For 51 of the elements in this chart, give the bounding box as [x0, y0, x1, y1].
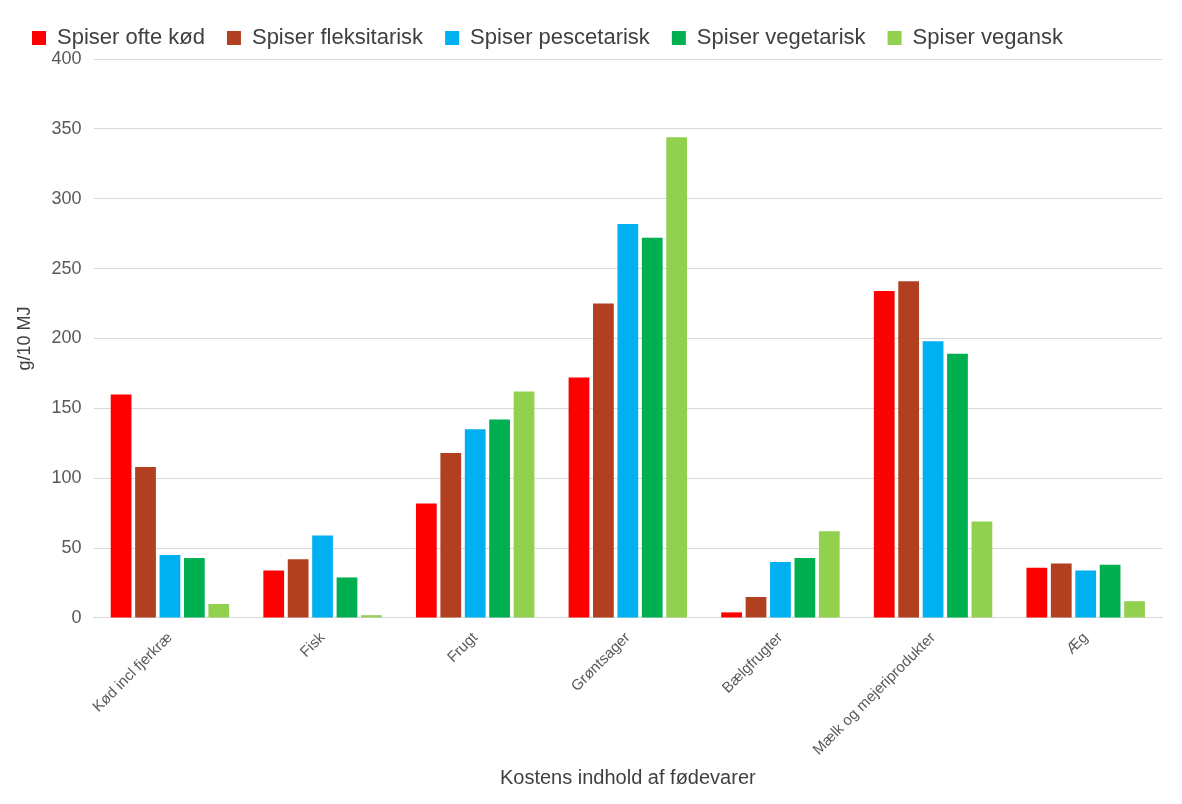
bar: [593, 303, 614, 618]
bar: [568, 377, 590, 618]
y-tick-label: 50: [61, 537, 82, 558]
bar: [336, 577, 358, 618]
legend-label: Spiser fleksitarisk: [251, 24, 425, 50]
bar: [617, 223, 639, 618]
bar: [745, 597, 767, 618]
bar: [721, 612, 742, 618]
bar: [666, 137, 688, 618]
y-tick-label: 100: [51, 467, 82, 488]
bar: [513, 391, 535, 618]
x-tick-label: Fisk: [296, 628, 328, 660]
bar: [464, 429, 486, 618]
bar: [898, 281, 920, 618]
bar: [110, 394, 132, 618]
bar: [287, 559, 309, 618]
bar: [415, 503, 437, 618]
y-tick-label: 0: [71, 606, 82, 627]
bar: [971, 521, 993, 618]
bar: [159, 555, 181, 618]
bar: [1099, 564, 1121, 618]
bar: [1026, 567, 1048, 618]
bar: [947, 353, 968, 618]
bar: [489, 419, 510, 618]
bar: [641, 237, 663, 618]
x-tick-label: Æg: [1062, 628, 1091, 657]
bar: [135, 467, 156, 618]
bar: [794, 557, 816, 618]
bar: [1075, 570, 1097, 618]
legend-label: Spiser ofte kød: [57, 24, 205, 50]
bar: [440, 453, 462, 618]
bar: [208, 603, 230, 618]
legend-label: Spiser pescetarisk: [470, 24, 651, 50]
bar: [312, 535, 333, 618]
bar: [818, 531, 840, 618]
bar: [1050, 563, 1072, 618]
bar: [770, 562, 791, 618]
y-tick-label: 350: [51, 117, 82, 138]
y-tick-label: 150: [51, 397, 82, 418]
y-tick-label: 250: [51, 257, 82, 278]
y-axis-title: g/10 MJ: [13, 306, 34, 371]
legend-label: Spiser vegansk: [912, 24, 1064, 50]
legend-label: Spiser vegetarisk: [696, 24, 867, 50]
x-axis-title: Kostens indhold af fødevarer: [499, 765, 757, 788]
bar: [922, 341, 944, 618]
bar: [263, 570, 285, 618]
bar: [1124, 601, 1145, 618]
bar: [183, 557, 205, 618]
bar: [873, 290, 895, 618]
y-tick-label: 300: [51, 187, 82, 208]
y-tick-label: 200: [51, 327, 82, 348]
